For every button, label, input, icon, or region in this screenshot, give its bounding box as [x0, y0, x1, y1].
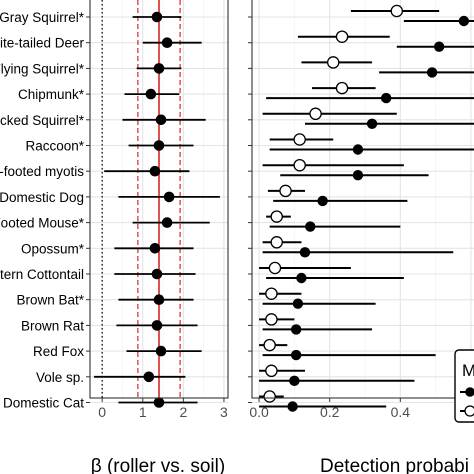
- right-filled-point: [366, 118, 378, 129]
- right-open-point: [279, 184, 292, 198]
- left-x-tick-label: 2: [179, 404, 187, 420]
- left-panel: Gray Squirrel* White-tailed Deer Flying Sq…: [0, 0, 229, 420]
- right-filled-point: [287, 401, 298, 412]
- left-category-label: Red Fox: [33, 344, 84, 359]
- right-filled-point: [289, 375, 300, 386]
- right-open-point: [293, 158, 306, 172]
- left-estimate-point: [151, 268, 163, 280]
- left-x-tick-label: 0: [98, 404, 106, 420]
- left-estimate-point: [161, 37, 173, 48]
- right-panel: 0.00.20.40.6M: [248, 0, 474, 423]
- legend-open-key: [464, 405, 474, 417]
- left-estimate-point: [163, 191, 175, 203]
- right-filled-point: [299, 247, 311, 258]
- left-x-tick-label: 1: [139, 404, 147, 420]
- right-open-point: [263, 338, 276, 352]
- left-estimate-point: [151, 11, 163, 23]
- left-estimate-point: [149, 165, 161, 177]
- legend-title: M: [462, 361, 474, 380]
- left-estimate-point: [153, 140, 165, 151]
- left-category-label: Vole sp.: [36, 370, 84, 385]
- right-open-point: [263, 390, 276, 403]
- left-plot-border: [89, 0, 229, 399]
- right-x-tick-label: 0.0: [249, 404, 269, 420]
- left-category-label: Domestic Dog: [0, 190, 84, 205]
- left-category-label: Red-backed Squirrel*: [0, 113, 85, 128]
- right-x-tick-label: 0.4: [391, 404, 411, 420]
- left-category-label: Gray Squirrel*: [0, 10, 85, 25]
- right-open-point: [390, 4, 404, 18]
- right-open-point: [265, 287, 278, 300]
- left-category-label: Chipmunk*: [18, 87, 85, 102]
- left-category-label: Footed Mouse*: [0, 216, 85, 231]
- right-open-point: [326, 56, 340, 69]
- right-filled-point: [433, 41, 445, 52]
- right-filled-point: [380, 92, 392, 104]
- legend: M: [454, 349, 474, 423]
- left-estimate-point: [151, 320, 163, 331]
- left-estimate-point: [161, 217, 173, 228]
- left-estimate-point: [149, 243, 161, 254]
- right-x-tick-label: 0.2: [320, 404, 340, 420]
- left-estimate-point: [153, 294, 165, 306]
- right-open-point: [265, 364, 278, 378]
- left-estimate-point: [153, 63, 165, 74]
- right-filled-point: [352, 144, 364, 155]
- right-open-point: [309, 107, 322, 121]
- right-filled-point: [458, 15, 470, 27]
- left-category-label: Domestic Cat: [3, 396, 84, 411]
- right-filled-point: [317, 195, 328, 207]
- right-open-point: [265, 313, 278, 326]
- right-open-point: [270, 236, 283, 249]
- right-plot-background: [252, 0, 474, 398]
- left-estimate-point: [155, 345, 167, 357]
- right-filled-point: [305, 221, 316, 232]
- left-category-label: Brown Bat*: [16, 293, 84, 308]
- left-category-label: Opossum*: [21, 241, 85, 256]
- left-estimate-point: [153, 397, 165, 408]
- right-filled-point: [292, 298, 304, 309]
- legend-filled-key: [465, 387, 474, 397]
- left-estimate-point: [145, 88, 157, 100]
- right-open-point: [335, 30, 349, 43]
- left-category-label: White-tailed Deer: [0, 36, 84, 51]
- left-x-axis-label: β (roller vs. soil): [91, 456, 225, 474]
- right-filled-point: [426, 67, 438, 78]
- right-open-point: [335, 81, 349, 95]
- right-plot-border: [251, 0, 474, 399]
- right-x-axis-label: Detection probabi: [320, 456, 469, 474]
- right-open-point: [268, 261, 282, 275]
- left-category-label: Brown Rat: [21, 318, 84, 333]
- right-filled-point: [352, 170, 364, 181]
- left-estimate-point: [143, 371, 155, 383]
- left-category-label: Eastern Cottontail: [0, 267, 84, 282]
- right-filled-point: [296, 272, 307, 284]
- right-filled-point: [290, 349, 302, 361]
- right-open-point: [293, 133, 306, 146]
- left-estimate-point: [155, 114, 167, 126]
- left-category-label: Flying Squirrel*: [0, 61, 85, 76]
- left-x-tick-label: 3: [220, 404, 228, 420]
- right-open-point: [270, 210, 283, 223]
- right-filled-point: [290, 324, 302, 335]
- legend-box: [454, 349, 474, 423]
- left-category-label: Raccoon*: [25, 139, 84, 154]
- left-category-label: Long-footed myotis: [0, 164, 84, 179]
